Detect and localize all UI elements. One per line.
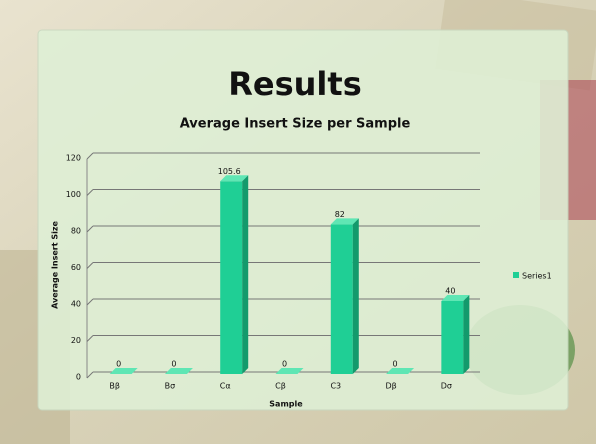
bar [220, 181, 242, 374]
x-tick-label: Bβ [109, 382, 120, 391]
x-tick-label: Dβ [385, 382, 396, 391]
y-tick-label: 80 [71, 227, 81, 236]
value-label: 0 [282, 360, 287, 369]
x-tick-label: C3 [330, 382, 341, 391]
y-axis-label: Average Insert Size [51, 221, 60, 309]
slide: Results Average Insert Size per Sample A… [0, 0, 596, 444]
y-tick-label: 20 [71, 336, 81, 345]
legend-label: Series1 [522, 272, 552, 281]
legend-swatch [513, 272, 519, 278]
x-tick-label: Cα [220, 382, 231, 391]
value-label: 40 [445, 287, 455, 296]
chart-title: Average Insert Size per Sample [180, 117, 411, 132]
y-tick-label: 40 [71, 300, 81, 309]
value-label: 0 [116, 360, 121, 369]
bar [331, 224, 353, 374]
x-tick-label: Cβ [275, 382, 286, 391]
y-tick-label: 100 [66, 190, 81, 199]
y-tick-label: 60 [71, 263, 81, 272]
bar-side [463, 295, 469, 374]
value-label: 82 [335, 210, 345, 219]
bar-side [353, 218, 359, 374]
value-label: 0 [171, 360, 176, 369]
x-tick-label: Dσ [441, 382, 452, 391]
x-axis-label: Sample [269, 400, 303, 409]
y-tick-label: 120 [66, 154, 81, 163]
x-tick-label: Bσ [165, 382, 176, 391]
bar-side [242, 175, 248, 374]
slide-title: Results [228, 65, 361, 103]
bar [441, 301, 463, 374]
value-label: 0 [393, 360, 398, 369]
value-label: 105.6 [218, 167, 241, 176]
y-tick-label: 0 [76, 373, 81, 382]
